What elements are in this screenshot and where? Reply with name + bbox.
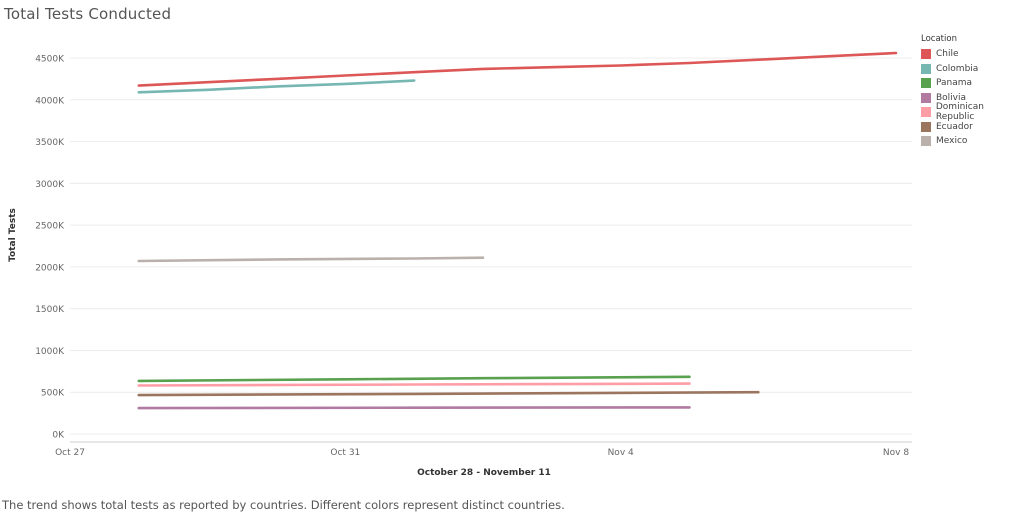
legend-label: Bolivia — [936, 92, 967, 103]
legend-label: Chile — [936, 49, 959, 60]
series-line-bolivia — [137, 406, 691, 410]
legend: Location Chile Colombia Panama Bolivia Domin… — [921, 34, 1024, 149]
y-tick-label: 3500K — [35, 138, 65, 148]
chart-caption: The trend shows total tests as reported … — [2, 498, 565, 512]
series-line-chile — [137, 51, 898, 87]
y-tick-label: 4000K — [35, 96, 65, 106]
y-tick-label: 500K — [41, 389, 65, 399]
y-axis-label: Total Tests — [8, 208, 18, 262]
legend-label: Colombia — [936, 63, 979, 74]
series-line-dominican-republic — [137, 382, 691, 387]
legend-item: Mexico — [921, 134, 1024, 149]
legend-item: Chile — [921, 47, 1024, 62]
y-axis-ticks: 0K 500K 1000K 1500K 2000K 2500K 3000K 3500K 4000… — [35, 55, 65, 441]
series-line-colombia — [137, 79, 416, 94]
legend-swatch — [921, 78, 931, 89]
x-axis-label: October 28 - November 11 — [417, 468, 551, 478]
x-tick-label: Nov 4 — [608, 448, 634, 458]
legend-item: Colombia — [921, 62, 1024, 77]
legend-swatch — [921, 92, 931, 103]
legend-swatch — [921, 121, 931, 132]
grid-lines — [70, 57, 912, 435]
series-lines — [137, 51, 898, 410]
series-line-ecuador — [137, 390, 760, 397]
x-axis-ticks: Oct 27 Oct 31 Nov 4 Nov 8 — [55, 448, 909, 458]
legend-title: Location — [921, 34, 957, 44]
legend-swatch — [921, 49, 931, 60]
legend-swatch — [921, 63, 931, 74]
y-tick-label: 1000K — [35, 347, 65, 357]
x-tick-label: Oct 27 — [55, 448, 85, 458]
y-tick-label: 0K — [52, 431, 65, 441]
series-line-mexico — [137, 256, 485, 263]
series-line-panama — [137, 375, 691, 383]
x-tick-label: Oct 31 — [330, 448, 360, 458]
legend-label: Ecuador — [936, 121, 973, 132]
legend-label: Dominican Republic — [935, 102, 984, 123]
y-tick-label: 4500K — [35, 55, 65, 65]
y-tick-label: 3000K — [35, 180, 65, 190]
legend-item: Bolivia — [921, 91, 1024, 106]
chart-title: Total Tests Conducted — [4, 5, 172, 23]
legend-swatch — [921, 136, 931, 147]
y-tick-label: 1500K — [35, 305, 65, 315]
legend-item: Ecuador — [921, 120, 1024, 135]
y-tick-label: 2000K — [35, 263, 65, 273]
legend-label: Mexico — [936, 136, 968, 147]
legend-item: Panama — [921, 76, 1024, 91]
legend-swatch — [921, 107, 931, 118]
y-tick-label: 2500K — [35, 222, 65, 232]
x-tick-label: Nov 8 — [883, 448, 909, 458]
legend-item: Dominican Republic — [921, 102, 1024, 123]
legend-label: Panama — [936, 78, 973, 89]
